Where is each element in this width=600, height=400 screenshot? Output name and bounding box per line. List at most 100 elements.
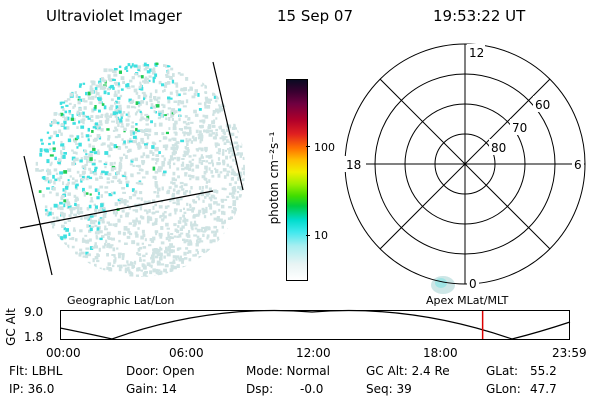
emission-pixel (190, 223, 194, 227)
emission-pixel (132, 135, 137, 139)
emission-pixel (114, 70, 117, 74)
emission-pixel (84, 234, 88, 237)
emission-pixel (96, 124, 100, 128)
emission-pixel (172, 73, 175, 77)
emission-pixel (59, 175, 63, 179)
emission-pixel (88, 167, 91, 171)
emission-pixel (103, 163, 108, 166)
emission-pixel (190, 225, 194, 229)
emission-pixel (232, 188, 237, 193)
emission-pixel (165, 64, 169, 68)
emission-pixel (38, 190, 42, 193)
emission-pixel (167, 161, 171, 166)
emission-pixel (159, 215, 162, 219)
emission-pixel (92, 126, 96, 129)
emission-pixel (183, 183, 188, 187)
emission-pixel (125, 213, 129, 218)
emission-pixel (178, 114, 181, 118)
emission-pixel (117, 198, 122, 202)
emission-pixel (182, 131, 186, 134)
emission-pixel (208, 155, 211, 159)
emission-pixel (68, 110, 71, 114)
emission-pixel (152, 76, 156, 80)
emission-pixel (139, 258, 142, 262)
emission-pixel (99, 237, 103, 241)
emission-pixel (87, 261, 91, 265)
emission-pixel (204, 101, 207, 106)
emission-pixel (173, 162, 176, 166)
emission-pixel (156, 194, 160, 198)
emission-pixel (126, 83, 130, 87)
emission-pixel (87, 253, 91, 257)
emission-pixel (90, 119, 94, 122)
emission-pixel (57, 204, 60, 208)
emission-pixel (145, 101, 148, 106)
emission-pixel (195, 224, 199, 227)
emission-pixel (53, 130, 57, 135)
emission-pixel (72, 106, 75, 109)
emission-pixel (128, 222, 132, 225)
emission-pixel (38, 169, 43, 172)
emission-pixel (183, 251, 187, 256)
emission-pixel (200, 161, 204, 165)
emission-pixel (195, 148, 199, 151)
emission-pixel (55, 216, 59, 219)
emission-pixel (141, 229, 145, 234)
emission-pixel (109, 78, 113, 82)
emission-pixel (164, 146, 168, 151)
emission-pixel (149, 270, 153, 275)
emission-pixel (229, 165, 233, 169)
emission-pixel (79, 83, 82, 86)
emission-pixel (75, 206, 80, 210)
emission-pixel (105, 239, 108, 244)
emission-pixel (121, 257, 125, 260)
emission-pixel (73, 138, 77, 143)
emission-pixel (85, 215, 89, 220)
emission-pixel (211, 159, 214, 164)
limb-line-right (212, 61, 244, 191)
emission-pixel (200, 134, 204, 139)
emission-pixel (128, 98, 132, 103)
emission-pixel (231, 194, 235, 198)
emission-pixel (136, 172, 141, 175)
emission-pixel (239, 155, 242, 158)
emission-pixel (99, 123, 103, 126)
emission-pixel (195, 129, 199, 134)
emission-pixel (185, 138, 188, 141)
emission-pixel (181, 161, 185, 165)
emission-pixel (213, 197, 217, 200)
emission-pixel (194, 89, 198, 93)
emission-pixel (204, 146, 208, 151)
emission-pixel (118, 165, 123, 169)
emission-pixel (196, 240, 201, 244)
emission-pixel (132, 209, 136, 212)
emission-pixel (177, 247, 182, 250)
emission-pixel (89, 227, 93, 232)
emission-pixel (52, 216, 56, 220)
emission-pixel (167, 205, 170, 208)
emission-pixel (205, 101, 208, 104)
emission-pixel (216, 229, 219, 233)
emission-pixel (136, 142, 139, 146)
emission-pixel (200, 154, 203, 157)
emission-pixel (223, 175, 227, 179)
emission-pixel (165, 74, 168, 77)
emission-pixel (135, 127, 138, 132)
emission-pixel (135, 182, 139, 185)
emission-pixel (164, 264, 169, 268)
emission-pixel (180, 100, 185, 105)
emission-pixel (158, 80, 162, 85)
emission-pixel (60, 150, 63, 154)
emission-pixel (167, 107, 171, 110)
emission-pixel (186, 148, 190, 153)
emission-pixel (176, 92, 179, 97)
emission-pixel (154, 170, 159, 174)
emission-pixel (172, 259, 175, 263)
emission-pixel (80, 178, 83, 183)
emission-pixel (51, 212, 54, 215)
emission-pixel (151, 71, 156, 75)
emission-pixel (155, 158, 159, 161)
emission-pixel (180, 87, 184, 92)
emission-pixel (71, 161, 76, 166)
emission-pixel (239, 194, 243, 198)
